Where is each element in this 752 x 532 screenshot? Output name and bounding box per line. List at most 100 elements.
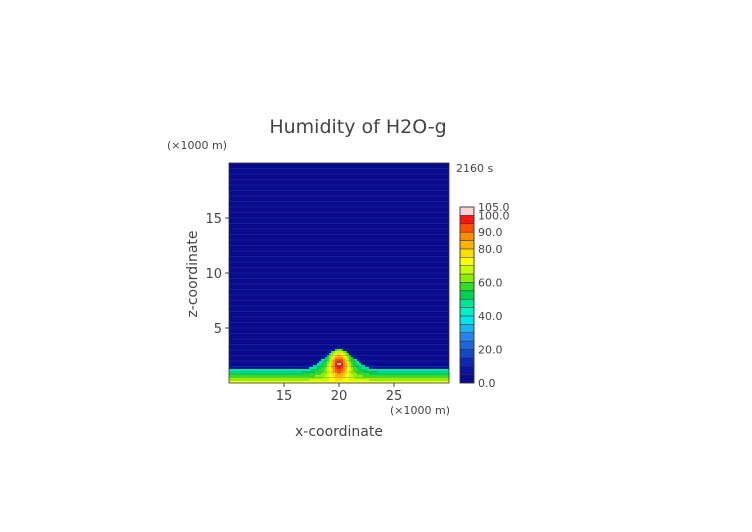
heatmap-cell	[315, 205, 317, 207]
heatmap-cell	[443, 163, 445, 165]
heatmap-cell	[353, 227, 355, 229]
heatmap-cell	[441, 199, 443, 201]
heatmap-cell	[397, 245, 399, 247]
heatmap-cell	[407, 179, 409, 181]
heatmap-cell	[323, 215, 325, 217]
heatmap-cell	[283, 185, 285, 187]
heatmap-cell	[397, 229, 399, 231]
heatmap-cell	[413, 251, 415, 253]
heatmap-cell	[401, 207, 403, 209]
heatmap-cell	[445, 223, 447, 225]
heatmap-cell	[259, 163, 261, 165]
heatmap-cell	[295, 251, 297, 253]
heatmap-cell	[437, 181, 439, 183]
heatmap-cell	[337, 167, 339, 169]
heatmap-cell	[325, 251, 327, 253]
heatmap-cell	[253, 187, 255, 189]
heatmap-cell	[375, 251, 377, 253]
heatmap-cell	[387, 221, 389, 223]
heatmap-cell	[347, 225, 349, 227]
heatmap-cell	[265, 245, 267, 247]
heatmap-cell	[235, 185, 237, 187]
heatmap-cell	[255, 177, 257, 179]
heatmap-cell	[339, 165, 341, 167]
heatmap-cell	[249, 235, 251, 237]
heatmap-cell	[431, 177, 433, 179]
heatmap-cell	[249, 187, 251, 189]
heatmap-cell	[435, 197, 437, 199]
heatmap-cell	[341, 193, 343, 195]
heatmap-cell	[335, 175, 337, 177]
heatmap-cell	[357, 199, 359, 201]
heatmap-cell	[303, 197, 305, 199]
heatmap-cell	[351, 209, 353, 211]
heatmap-cell	[285, 231, 287, 233]
heatmap-cell	[307, 225, 309, 227]
heatmap-cell	[421, 167, 423, 169]
heatmap-cell	[359, 247, 361, 249]
heatmap-cell	[303, 227, 305, 229]
heatmap-cell	[423, 231, 425, 233]
heatmap-cell	[379, 213, 381, 215]
heatmap-cell	[247, 189, 249, 191]
heatmap-cell	[297, 229, 299, 231]
heatmap-cell	[325, 249, 327, 251]
heatmap-cell	[399, 213, 401, 215]
heatmap-cell	[409, 211, 411, 213]
heatmap-cell	[399, 225, 401, 227]
heatmap-cell	[251, 197, 253, 199]
heatmap-cell	[389, 189, 391, 191]
heatmap-cell	[237, 183, 239, 185]
heatmap-cell	[297, 187, 299, 189]
heatmap-cell	[353, 247, 355, 249]
heatmap-cell	[331, 197, 333, 199]
heatmap-cell	[445, 205, 447, 207]
heatmap-cell	[335, 171, 337, 173]
heatmap-cell	[321, 245, 323, 247]
heatmap-cell	[261, 207, 263, 209]
heatmap-cell	[403, 197, 405, 199]
heatmap-cell	[335, 183, 337, 185]
heatmap-cell	[249, 197, 251, 199]
heatmap-cell	[289, 163, 291, 165]
heatmap-cell	[345, 227, 347, 229]
heatmap-cell	[397, 249, 399, 251]
heatmap-cell	[323, 163, 325, 165]
heatmap-cell	[245, 225, 247, 227]
heatmap-cell	[425, 189, 427, 191]
heatmap-cell	[239, 219, 241, 221]
heatmap-cell	[361, 207, 363, 209]
heatmap-cell	[433, 229, 435, 231]
heatmap-cell	[241, 213, 243, 215]
heatmap-cell	[363, 201, 365, 203]
heatmap-cell	[245, 243, 247, 245]
heatmap-cell	[247, 183, 249, 185]
heatmap-cell	[391, 229, 393, 231]
heatmap-cell	[359, 237, 361, 239]
heatmap-cell	[253, 241, 255, 243]
heatmap-cell	[237, 227, 239, 229]
heatmap-cell	[313, 219, 315, 221]
heatmap-cell	[411, 205, 413, 207]
heatmap-cell	[343, 245, 345, 247]
heatmap-cell	[395, 181, 397, 183]
heatmap-cell	[279, 177, 281, 179]
heatmap-cell	[441, 221, 443, 223]
heatmap-cell	[299, 243, 301, 245]
heatmap-cell	[429, 165, 431, 167]
heatmap-cell	[331, 243, 333, 245]
heatmap-cell	[261, 177, 263, 179]
heatmap-cell	[257, 191, 259, 193]
heatmap-cell	[285, 163, 287, 165]
heatmap-cell	[401, 201, 403, 203]
heatmap-cell	[365, 241, 367, 243]
heatmap-cell	[315, 199, 317, 201]
heatmap-cell	[299, 237, 301, 239]
heatmap-cell	[257, 187, 259, 189]
heatmap-cell	[317, 247, 319, 249]
heatmap-cell	[381, 193, 383, 195]
heatmap-cell	[281, 249, 283, 251]
heatmap-cell	[315, 229, 317, 231]
heatmap-cell	[243, 221, 245, 223]
heatmap-cell	[233, 245, 235, 247]
